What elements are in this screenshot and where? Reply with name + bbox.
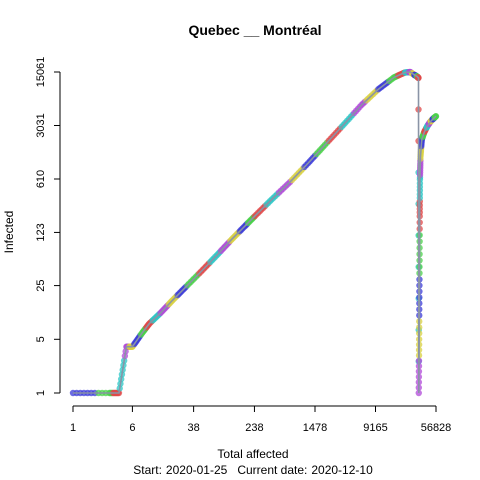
y-tick-label: 15061 bbox=[35, 57, 47, 88]
current-date-label: Current date: bbox=[237, 463, 307, 477]
footer-dates: Start: 2020-01-25 Current date: 2020-12-10 bbox=[133, 463, 373, 477]
x-axis-label: Total affected bbox=[217, 447, 288, 461]
y-axis-label: Infected bbox=[2, 211, 16, 254]
trajectory-line bbox=[73, 71, 437, 394]
x-tick-label: 1 bbox=[70, 422, 76, 434]
x-tick-group: 1 6 38 238 1478 9165 56828 bbox=[70, 406, 451, 434]
y-tick-label: 1 bbox=[35, 390, 47, 396]
y-tick-label: 5 bbox=[35, 336, 47, 342]
chart-title: Quebec __ Montréal bbox=[188, 22, 321, 38]
start-date: 2020-01-25 bbox=[166, 463, 228, 477]
x-tick-label: 9165 bbox=[363, 422, 387, 434]
current-date: 2020-12-10 bbox=[311, 463, 373, 477]
axes bbox=[59, 72, 436, 407]
x-tick-label: 56828 bbox=[421, 422, 452, 434]
y-tick-group: 1 5 25 123 610 3031 15061 bbox=[35, 57, 60, 396]
data-points bbox=[69, 68, 440, 397]
x-tick-label: 1478 bbox=[303, 422, 327, 434]
x-tick-label: 38 bbox=[187, 422, 199, 434]
start-label: Start: bbox=[133, 463, 162, 477]
x-tick-label: 238 bbox=[245, 422, 263, 434]
x-tick-label: 6 bbox=[129, 422, 135, 434]
y-tick-label: 25 bbox=[35, 279, 47, 291]
y-tick-label: 610 bbox=[35, 170, 47, 188]
y-tick-label: 123 bbox=[35, 223, 47, 241]
y-tick-label: 3031 bbox=[35, 113, 47, 137]
